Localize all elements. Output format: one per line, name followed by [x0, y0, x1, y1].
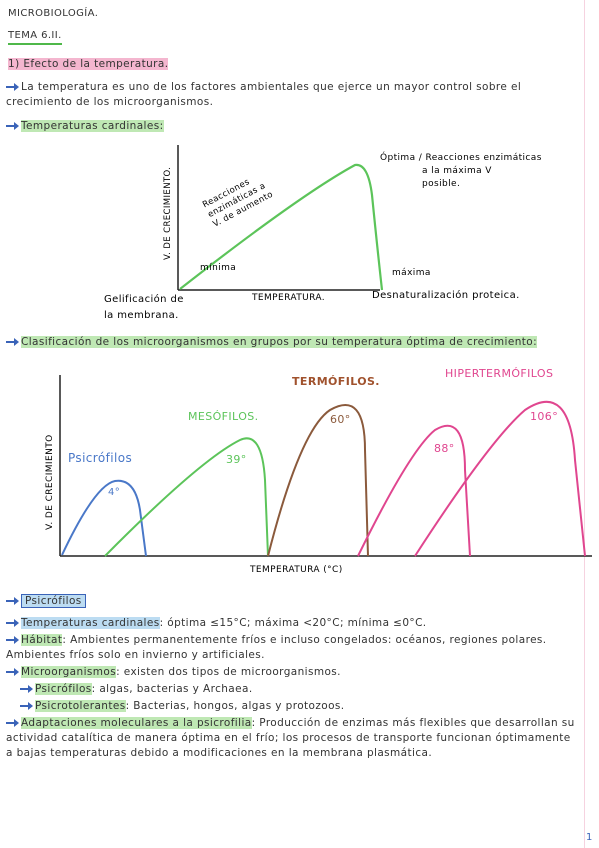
below-max: Desnaturalización proteica.	[372, 289, 520, 301]
psychro-items: Temperaturas cardinales: óptima ≤15°C; m…	[6, 614, 576, 761]
psychro-title: Psicrófilos	[21, 594, 86, 608]
margin-line	[584, 0, 585, 848]
group-optimum: 39°	[226, 453, 247, 466]
diagram-cardinal: V. DE CRECIMIENTO. TEMPERATURA. Reaccion…	[104, 145, 542, 321]
item-text: : algas, bacterias y Archaea.	[91, 683, 253, 695]
y-label: V. DE CRECIMIENTO.	[163, 167, 173, 260]
subject: MICROBIOLOGÍA.	[8, 8, 99, 19]
intro-text: La temperatura es uno de los factores am…	[6, 81, 522, 108]
page-number: 1	[586, 832, 593, 843]
item-term: Adaptaciones moleculares a la psicrofili…	[21, 717, 252, 729]
below-min: la membrana.	[104, 310, 179, 321]
group-name: MESÓFILOS.	[188, 410, 259, 423]
item-term: Temperaturas cardinales	[21, 617, 160, 629]
psychro-title-row: Psicrófilos	[6, 594, 86, 608]
min-label: mínima	[200, 263, 236, 273]
optimum-label: posible.	[422, 179, 460, 189]
group-optimum: 88°	[434, 442, 455, 455]
item: Psicrófilos: algas, bacterias y Archaea.	[6, 682, 576, 697]
max-label: máxima	[392, 268, 431, 278]
cardinal-heading-row: Temperaturas cardinales:	[6, 120, 164, 132]
diagram-groups: V. DE CRECIMIENTO TEMPERATURA (°C) Psicr…	[45, 367, 592, 575]
classification-row: Clasificación de los microorganismos en …	[6, 335, 586, 350]
optimum-label: a la máxima V	[422, 166, 492, 176]
item: Adaptaciones moleculares a la psicrofili…	[6, 716, 576, 761]
item-text: : óptima ≤15°C; máxima <20°C; mínima ≤0°…	[159, 617, 427, 629]
item-text: : existen dos tipos de microorganismos.	[116, 666, 341, 678]
x-label: TEMPERATURA.	[251, 293, 325, 303]
item: Hábitat: Ambientes permanentemente fríos…	[6, 633, 576, 663]
item-text: : Ambientes permanentemente fríos e incl…	[6, 634, 547, 661]
below-min: Gelificación de	[104, 293, 184, 305]
item-text: : Bacterias, hongos, algas y protozoos.	[125, 700, 345, 712]
item-term: Microorganismos	[21, 666, 117, 678]
group-name: Psicrófilos	[68, 451, 132, 465]
item-term: Hábitat	[21, 634, 63, 646]
y-label: V. DE CRECIMIENTO	[45, 434, 55, 530]
classification-heading: Clasificación de los microorganismos en …	[21, 336, 538, 348]
group-name: HIPERTERMÓFILOS	[445, 367, 553, 380]
item-term: Psicrotolerantes	[35, 700, 126, 712]
group-optimum: 60°	[330, 413, 351, 426]
x-label: TEMPERATURA (°C)	[249, 565, 343, 575]
item: Psicrotolerantes: Bacterias, hongos, alg…	[6, 699, 576, 714]
intro: La temperatura es uno de los factores am…	[6, 80, 566, 110]
group-optimum: 4°	[108, 487, 120, 498]
item-text: : Producción de enzimas más flexibles qu…	[6, 717, 575, 759]
group-name: TERMÓFILOS.	[292, 375, 380, 388]
section-title: 1) Efecto de la temperatura.	[8, 58, 169, 70]
item-term: Psicrófilos	[35, 683, 92, 695]
topic: TEMA 6.II.	[8, 30, 62, 45]
optimum-label: Óptima / Reacciones enzimáticas	[380, 151, 542, 163]
cardinal-heading: Temperaturas cardinales:	[21, 120, 164, 132]
item: Temperaturas cardinales: óptima ≤15°C; m…	[6, 616, 576, 631]
item: Microorganismos: existen dos tipos de mi…	[6, 665, 576, 680]
group-optimum: 106°	[530, 410, 558, 423]
